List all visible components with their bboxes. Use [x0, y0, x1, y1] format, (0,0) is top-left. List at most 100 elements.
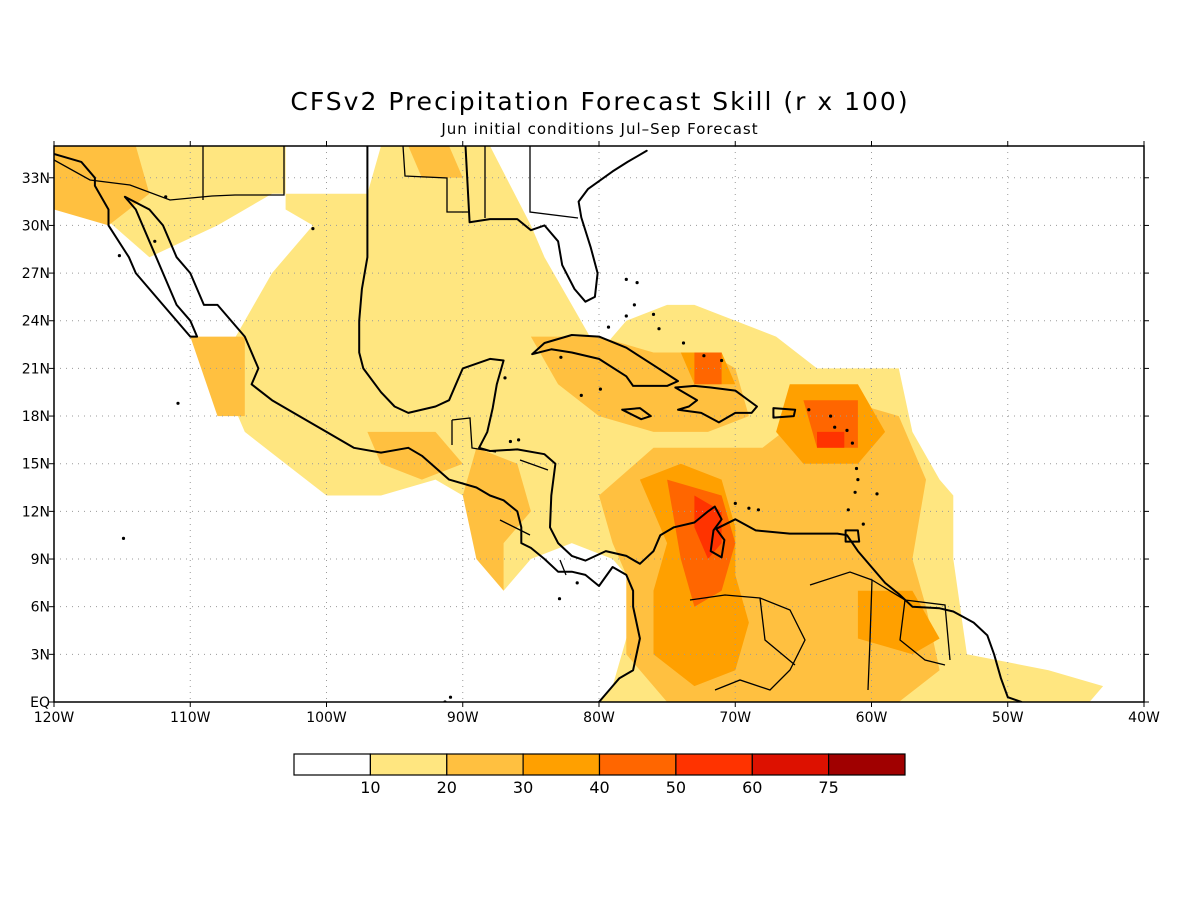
coastline [844, 529, 861, 543]
lon-tick-label: 80W [583, 710, 615, 726]
island-marker [176, 401, 180, 405]
island-marker [702, 354, 706, 358]
skill-region-level-2 [367, 431, 463, 480]
lat-tick-label: 18N [22, 409, 50, 425]
island-marker [733, 501, 737, 505]
coastline [772, 407, 797, 419]
island-marker [598, 387, 603, 391]
colorbar-tick-label: 50 [666, 778, 686, 797]
island-marker [517, 438, 521, 442]
island-marker [854, 466, 859, 471]
central-america-borders [451, 417, 567, 576]
colorbar-tick-label: 40 [589, 778, 609, 797]
island-marker [651, 312, 656, 316]
colorbar-swatch [598, 753, 677, 776]
colorbar-swatch [369, 753, 448, 776]
island-marker [747, 506, 751, 510]
lat-tick-label: 15N [22, 457, 50, 473]
island-marker [850, 441, 855, 445]
coastline [621, 407, 652, 421]
coastline [358, 146, 1023, 702]
island-marker [756, 508, 761, 512]
south-america-borders [689, 571, 951, 691]
island-marker [853, 490, 857, 494]
political-border-layer [54, 146, 951, 691]
us-mexico-border [54, 146, 285, 201]
lat-tick-label: 6N [31, 600, 50, 616]
lat-tick-label: 30N [22, 218, 50, 234]
colorbar-tick-label: 10 [360, 778, 380, 797]
lon-tick-label: 110W [170, 710, 211, 726]
island-marker [681, 341, 686, 345]
colorbar-tick-label: 20 [437, 778, 457, 797]
island-marker [807, 408, 811, 412]
island-marker [861, 522, 865, 526]
colorbar-tick-label: 60 [742, 778, 762, 797]
map-panel: 120W 110W 100W 90W 80W 70W 60W 50W 40W EQ 3N 6N 9N 12… [22, 141, 1160, 726]
island-marker [624, 314, 628, 318]
coastline [464, 146, 648, 303]
lat-tick-label: 27N [22, 266, 50, 282]
island-marker [829, 414, 833, 418]
lon-tick-label: 100W [306, 710, 347, 726]
island-marker [657, 327, 661, 331]
island-marker [833, 425, 837, 429]
figure-title: CFSv2 Precipitation Forecast Skill (r x … [290, 87, 909, 116]
island-marker [856, 478, 860, 482]
island-marker [635, 281, 639, 285]
lat-tick-label: 12N [22, 504, 50, 520]
lat-tick-label: 3N [31, 647, 50, 663]
island-marker [153, 239, 157, 243]
island-marker [508, 439, 512, 444]
skill-region-level-2 [54, 146, 150, 226]
coastline [54, 152, 641, 702]
colorbar-swatch [446, 753, 524, 776]
colorbar-tick-label: 75 [818, 778, 838, 797]
skill-region-level-2 [190, 336, 245, 417]
colorbar-legend: 10 20 30 40 50 60 75 [293, 753, 906, 797]
island-marker [117, 254, 121, 258]
lon-tick-label: 120W [34, 710, 75, 726]
island-marker [846, 508, 850, 512]
figure-subtitle: Jun initial conditions Jul–Sep Forecast [440, 120, 758, 138]
island-marker [121, 536, 126, 541]
lon-tick-label: 50W [992, 710, 1024, 726]
lon-tick-label: 60W [856, 710, 888, 726]
island-marker [557, 597, 562, 601]
island-marker [559, 355, 563, 359]
skill-region-level-2 [462, 447, 531, 591]
lat-tick-label: 9N [31, 552, 50, 568]
island-marker [845, 428, 849, 432]
skill-shading-layer [54, 146, 1104, 702]
island-marker [606, 325, 611, 329]
island-marker [311, 227, 315, 231]
state-border-east-a [402, 146, 470, 213]
lon-tick-label: 70W [719, 710, 751, 726]
island-marker [448, 695, 453, 699]
island-marker [503, 376, 507, 380]
lat-tick-label: 24N [22, 314, 50, 330]
island-marker [632, 303, 637, 307]
lat-tick-label: 21N [22, 361, 50, 377]
lat-tick-label: 33N [22, 171, 50, 187]
colorbar-swatch [827, 753, 906, 776]
colorbar-swatch [751, 753, 830, 776]
lon-tick-label: 90W [447, 710, 479, 726]
colorbar-swatch [522, 753, 601, 776]
island-marker [575, 581, 579, 585]
colorbar-swatch [675, 753, 753, 776]
colorbar-swatch [293, 753, 372, 776]
coastline [531, 334, 679, 387]
coastline-layer [54, 146, 1023, 702]
island-marker [720, 358, 724, 363]
state-border-east-b [484, 146, 579, 219]
skill-region-level-2 [408, 146, 463, 178]
colorbar-tick-label: 30 [513, 778, 533, 797]
skill-region-level-5 [817, 431, 845, 448]
axis-tick-layer: 120W 110W 100W 90W 80W 70W 60W 50W 40W EQ 3N 6N 9N 12… [22, 141, 1160, 726]
island-marker [875, 492, 879, 496]
island-marker [579, 393, 583, 397]
island-marker [624, 277, 628, 281]
lat-tick-label: EQ [30, 695, 50, 711]
